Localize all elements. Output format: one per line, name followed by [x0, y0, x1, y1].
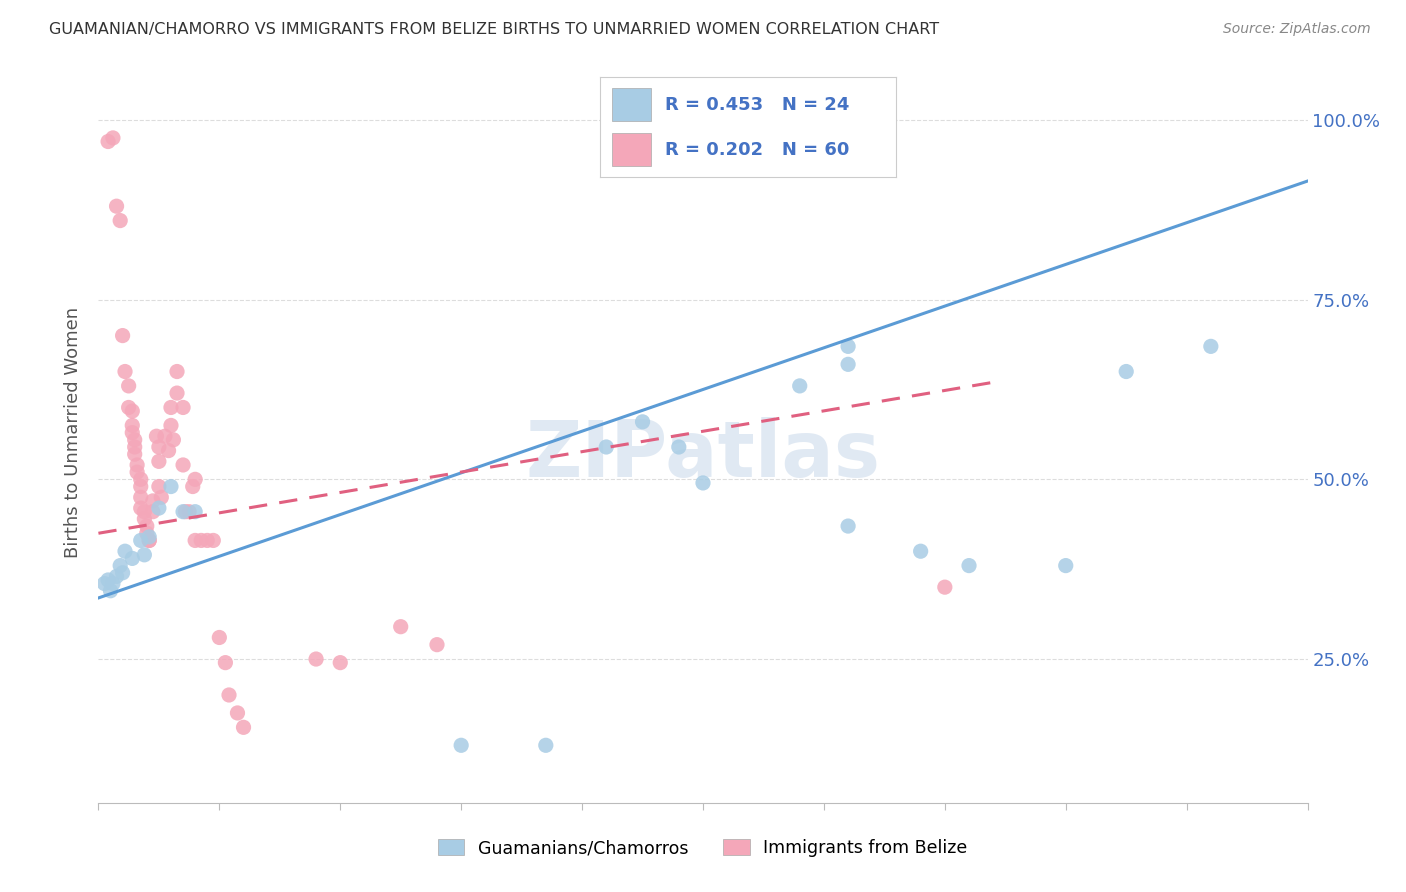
Point [134, 505, 156, 519]
Point [184, 533, 207, 548]
Point [668, 440, 690, 454]
Point [837, 357, 859, 371]
Text: GUAMANIAN/CHAMORRO VS IMMIGRANTS FROM BELIZE BIRTHS TO UNMARRIED WOMEN CORRELATI: GUAMANIAN/CHAMORRO VS IMMIGRANTS FROM BE… [49, 22, 939, 37]
Point [127, 465, 149, 479]
Point [121, 551, 143, 566]
Point [184, 505, 207, 519]
Point [121, 404, 143, 418]
Point [121, 418, 143, 433]
Point [138, 533, 160, 548]
Point [174, 505, 197, 519]
Point [108, 213, 131, 227]
Point [129, 533, 152, 548]
Point [118, 379, 141, 393]
Y-axis label: Births to Unmarried Women: Births to Unmarried Women [65, 307, 83, 558]
Point [111, 566, 134, 580]
Point [129, 491, 152, 505]
Point [142, 505, 165, 519]
Point [160, 479, 183, 493]
Point [135, 526, 157, 541]
Point [97, 573, 120, 587]
Point [218, 688, 240, 702]
Point [426, 638, 449, 652]
Point [157, 443, 180, 458]
Point [97, 135, 120, 149]
Point [111, 328, 134, 343]
Point [181, 479, 204, 493]
Point [716, 131, 738, 145]
Point [1054, 558, 1077, 573]
Point [162, 433, 184, 447]
Point [389, 620, 412, 634]
Text: Source: ZipAtlas.com: Source: ZipAtlas.com [1223, 22, 1371, 37]
Point [631, 415, 654, 429]
Point [148, 479, 170, 493]
Point [190, 533, 212, 548]
Legend: Guamanians/Chamorros, Immigrants from Belize: Guamanians/Chamorros, Immigrants from Be… [439, 839, 967, 857]
Point [226, 706, 249, 720]
Point [172, 505, 194, 519]
Point [160, 401, 183, 415]
Point [202, 533, 225, 548]
Point [114, 544, 136, 558]
Point [166, 365, 188, 379]
Point [134, 512, 156, 526]
Point [957, 558, 980, 573]
Point [138, 530, 160, 544]
Point [93, 576, 115, 591]
Point [145, 429, 167, 443]
Point [179, 505, 201, 519]
Point [534, 739, 557, 753]
Point [105, 199, 128, 213]
Point [740, 131, 762, 145]
Point [108, 558, 131, 573]
Point [124, 433, 146, 447]
Point [127, 458, 149, 472]
Point [934, 580, 956, 594]
Point [129, 472, 152, 486]
Point [160, 418, 183, 433]
Point [105, 569, 128, 583]
Point [148, 440, 170, 454]
Point [142, 494, 165, 508]
Point [148, 501, 170, 516]
Point [208, 631, 231, 645]
Point [1199, 339, 1222, 353]
Point [121, 425, 143, 440]
Point [595, 440, 617, 454]
Point [150, 491, 173, 505]
Point [692, 475, 714, 490]
Point [114, 365, 136, 379]
Point [129, 501, 152, 516]
Point [100, 583, 122, 598]
Point [184, 472, 207, 486]
Point [101, 131, 124, 145]
Point [1115, 365, 1137, 379]
Point [837, 339, 859, 353]
Point [148, 454, 170, 468]
Point [214, 656, 236, 670]
Point [329, 656, 352, 670]
Point [305, 652, 328, 666]
Text: ZIPatlas: ZIPatlas [526, 417, 880, 493]
Point [172, 401, 194, 415]
Point [118, 401, 141, 415]
Point [134, 548, 156, 562]
Point [195, 533, 218, 548]
Point [789, 379, 811, 393]
Point [837, 519, 859, 533]
Point [129, 479, 152, 493]
Point [135, 519, 157, 533]
Point [153, 429, 176, 443]
Point [450, 739, 472, 753]
Point [101, 576, 124, 591]
Point [172, 458, 194, 472]
Point [910, 544, 932, 558]
Point [138, 533, 160, 548]
Point [166, 386, 188, 401]
Point [232, 720, 254, 734]
Point [124, 447, 146, 461]
Point [124, 440, 146, 454]
